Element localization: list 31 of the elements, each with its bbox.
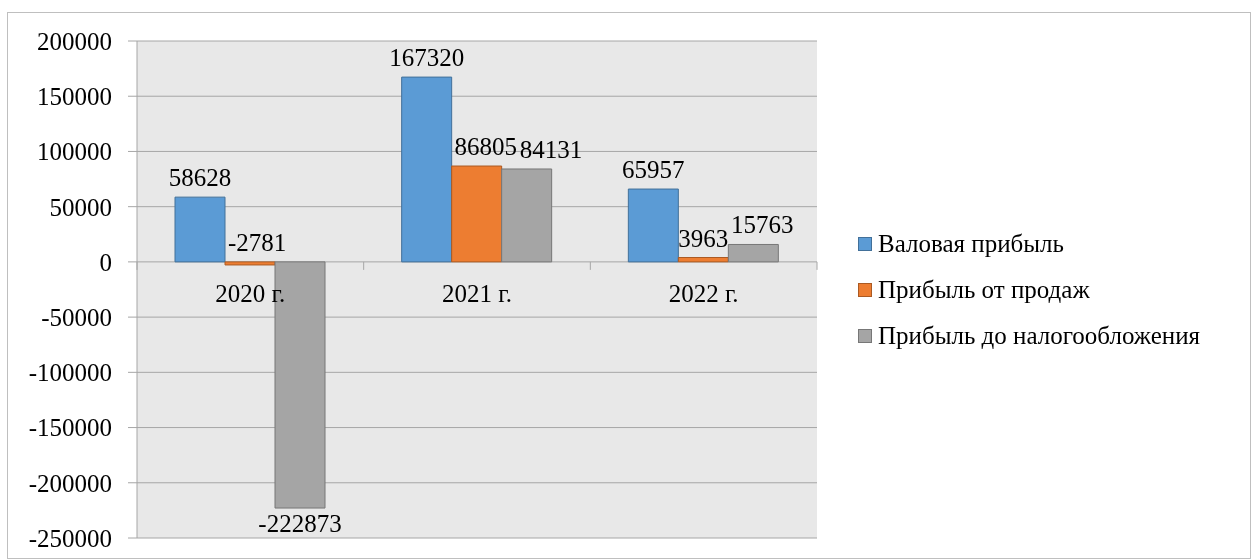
y-tick-label: -150000	[28, 414, 112, 442]
bar	[627, 188, 679, 263]
y-tick-label: -200000	[28, 469, 112, 497]
y-tick-label: 50000	[49, 193, 112, 221]
data-label: 58628	[168, 164, 232, 192]
y-tick-label: -100000	[28, 359, 112, 387]
bar	[451, 165, 503, 263]
bar	[401, 76, 453, 263]
x-tick-label: 2021 г.	[442, 279, 512, 307]
data-label: 65957	[622, 156, 685, 184]
x-tick-label: 2020 г.	[215, 279, 286, 307]
data-label: -2781	[227, 228, 287, 256]
data-label: 84131	[519, 135, 583, 163]
legend-label: Валовая прибыль	[878, 229, 1064, 258]
bar	[174, 196, 226, 263]
data-label: 3963	[678, 224, 729, 252]
bar	[677, 257, 729, 263]
x-tick-label: 2022 г.	[668, 279, 739, 307]
data-label: 15763	[731, 211, 794, 239]
legend-label: Прибыль от продаж	[878, 275, 1090, 304]
data-label: 86805	[454, 133, 518, 161]
data-label: -222873	[258, 510, 342, 538]
y-tick-label: 200000	[37, 27, 112, 55]
data-label: 167320	[389, 44, 465, 72]
legend-label: Прибыль до налогообложения	[878, 321, 1201, 350]
y-tick-label: 100000	[37, 138, 112, 166]
y-tick-label: 0	[99, 248, 112, 276]
y-tick-label: -250000	[28, 524, 112, 552]
y-tick-label: 150000	[37, 83, 112, 111]
y-tick-label: -50000	[41, 303, 112, 331]
bar	[224, 261, 276, 266]
